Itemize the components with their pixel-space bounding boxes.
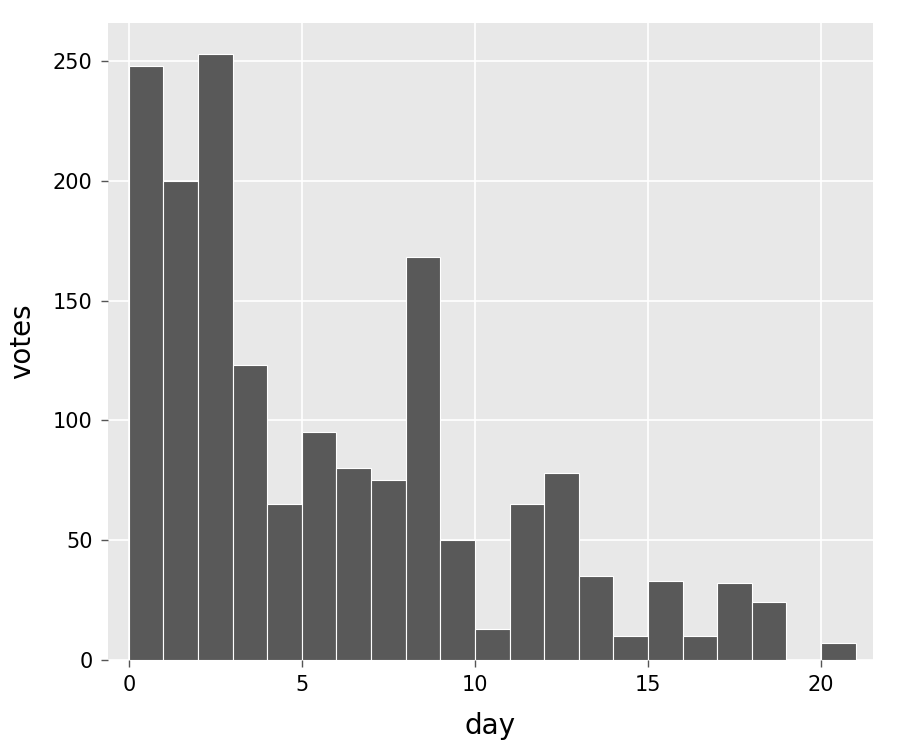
Bar bbox=[475, 628, 509, 660]
Bar bbox=[544, 473, 579, 660]
Bar bbox=[267, 504, 302, 660]
Bar bbox=[440, 540, 475, 660]
Bar bbox=[302, 432, 337, 660]
Bar bbox=[509, 504, 544, 660]
Bar bbox=[614, 636, 648, 660]
X-axis label: day: day bbox=[465, 712, 516, 740]
Bar bbox=[821, 644, 856, 660]
Bar bbox=[579, 576, 614, 660]
Y-axis label: votes: votes bbox=[8, 304, 36, 379]
Bar bbox=[232, 365, 267, 660]
Bar bbox=[682, 636, 717, 660]
Bar bbox=[337, 468, 371, 660]
Bar bbox=[129, 66, 164, 660]
Bar bbox=[752, 602, 787, 660]
Bar bbox=[717, 584, 752, 660]
Bar bbox=[371, 480, 406, 660]
Bar bbox=[648, 581, 682, 660]
Bar bbox=[164, 181, 198, 660]
Bar bbox=[406, 257, 440, 660]
Bar bbox=[198, 54, 232, 660]
